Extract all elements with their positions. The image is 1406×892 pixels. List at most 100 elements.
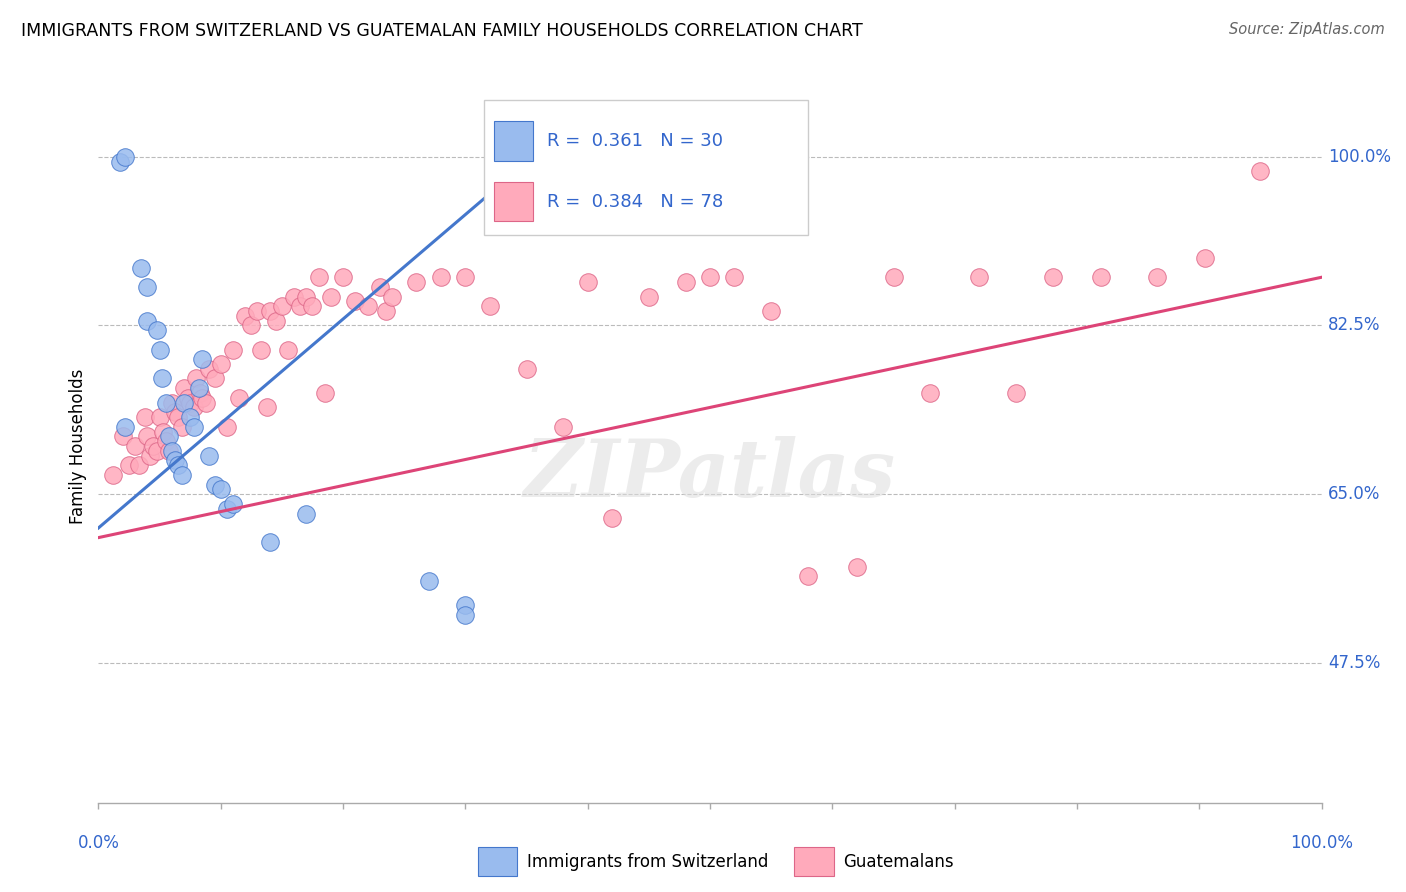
Point <box>240 318 263 333</box>
Y-axis label: Family Households: Family Households <box>69 368 87 524</box>
Point <box>1090 270 1112 285</box>
Text: 65.0%: 65.0% <box>1327 485 1381 503</box>
Point <box>186 371 208 385</box>
Point <box>250 343 273 357</box>
Point <box>136 280 159 294</box>
Point <box>160 443 183 458</box>
Point <box>187 381 209 395</box>
Point <box>259 304 281 318</box>
Point <box>761 304 783 318</box>
Point <box>165 405 187 419</box>
Point <box>155 395 177 409</box>
Point <box>344 294 367 309</box>
Point <box>149 343 172 357</box>
Point <box>149 410 172 425</box>
Point <box>845 559 868 574</box>
Point <box>270 299 294 313</box>
FancyBboxPatch shape <box>494 121 533 161</box>
Text: 47.5%: 47.5% <box>1327 654 1381 672</box>
Point <box>319 289 342 303</box>
Text: Immigrants from Switzerland: Immigrants from Switzerland <box>527 853 769 871</box>
Text: 0.0%: 0.0% <box>77 834 120 852</box>
Point <box>675 275 697 289</box>
Point <box>1249 164 1271 178</box>
Text: 100.0%: 100.0% <box>1327 148 1391 166</box>
Point <box>332 270 354 285</box>
Point <box>314 386 336 401</box>
Point <box>204 371 226 385</box>
Text: Guatemalans: Guatemalans <box>844 853 955 871</box>
Point <box>233 309 256 323</box>
Point <box>167 458 190 473</box>
Point <box>1146 270 1168 285</box>
Point <box>114 419 136 434</box>
Point <box>152 425 174 439</box>
Point <box>277 343 299 357</box>
Point <box>128 458 150 473</box>
Point <box>150 371 173 385</box>
Point <box>418 574 440 588</box>
Point <box>191 352 214 367</box>
Point <box>136 313 159 327</box>
Point <box>454 270 477 285</box>
Point <box>157 443 180 458</box>
Point <box>553 419 575 434</box>
Point <box>124 439 146 453</box>
Point <box>1042 270 1064 285</box>
Point <box>301 299 323 313</box>
Point <box>374 304 396 318</box>
Point <box>222 497 245 511</box>
Point <box>600 511 623 525</box>
Point <box>295 289 318 303</box>
Point <box>1194 251 1216 265</box>
Point <box>222 343 245 357</box>
Text: ZIPatlas: ZIPatlas <box>524 436 896 513</box>
Point <box>139 449 162 463</box>
Point <box>308 270 330 285</box>
Point <box>209 483 232 497</box>
Point <box>136 429 159 443</box>
Point <box>967 270 990 285</box>
Point <box>110 154 132 169</box>
Point <box>454 607 477 622</box>
Point <box>111 429 134 443</box>
Point <box>146 323 169 337</box>
Point <box>142 439 165 453</box>
Point <box>515 362 537 376</box>
Point <box>134 410 156 425</box>
Point <box>454 598 477 612</box>
Point <box>188 386 211 401</box>
Point <box>155 434 177 449</box>
Text: 82.5%: 82.5% <box>1327 317 1381 334</box>
Point <box>295 507 318 521</box>
Point <box>283 289 305 303</box>
Point <box>699 270 721 285</box>
Point <box>197 362 219 376</box>
Point <box>478 299 501 313</box>
Point <box>256 401 278 415</box>
Point <box>264 313 287 327</box>
Point <box>920 386 942 401</box>
Point <box>381 289 404 303</box>
Point <box>177 391 200 405</box>
Point <box>246 304 269 318</box>
Text: Source: ZipAtlas.com: Source: ZipAtlas.com <box>1229 22 1385 37</box>
Point <box>191 391 214 405</box>
Point <box>723 270 745 285</box>
Point <box>167 410 190 425</box>
Point <box>170 467 193 482</box>
Point <box>179 395 201 409</box>
Point <box>215 419 238 434</box>
Point <box>368 280 391 294</box>
FancyBboxPatch shape <box>484 100 808 235</box>
Point <box>157 429 180 443</box>
Text: IMMIGRANTS FROM SWITZERLAND VS GUATEMALAN FAMILY HOUSEHOLDS CORRELATION CHART: IMMIGRANTS FROM SWITZERLAND VS GUATEMALA… <box>21 22 863 40</box>
Point <box>797 569 820 583</box>
Point <box>576 275 599 289</box>
Point <box>637 289 661 303</box>
Point <box>228 391 250 405</box>
Point <box>195 395 218 409</box>
Point <box>1004 386 1026 401</box>
Point <box>197 449 219 463</box>
Point <box>160 395 183 409</box>
